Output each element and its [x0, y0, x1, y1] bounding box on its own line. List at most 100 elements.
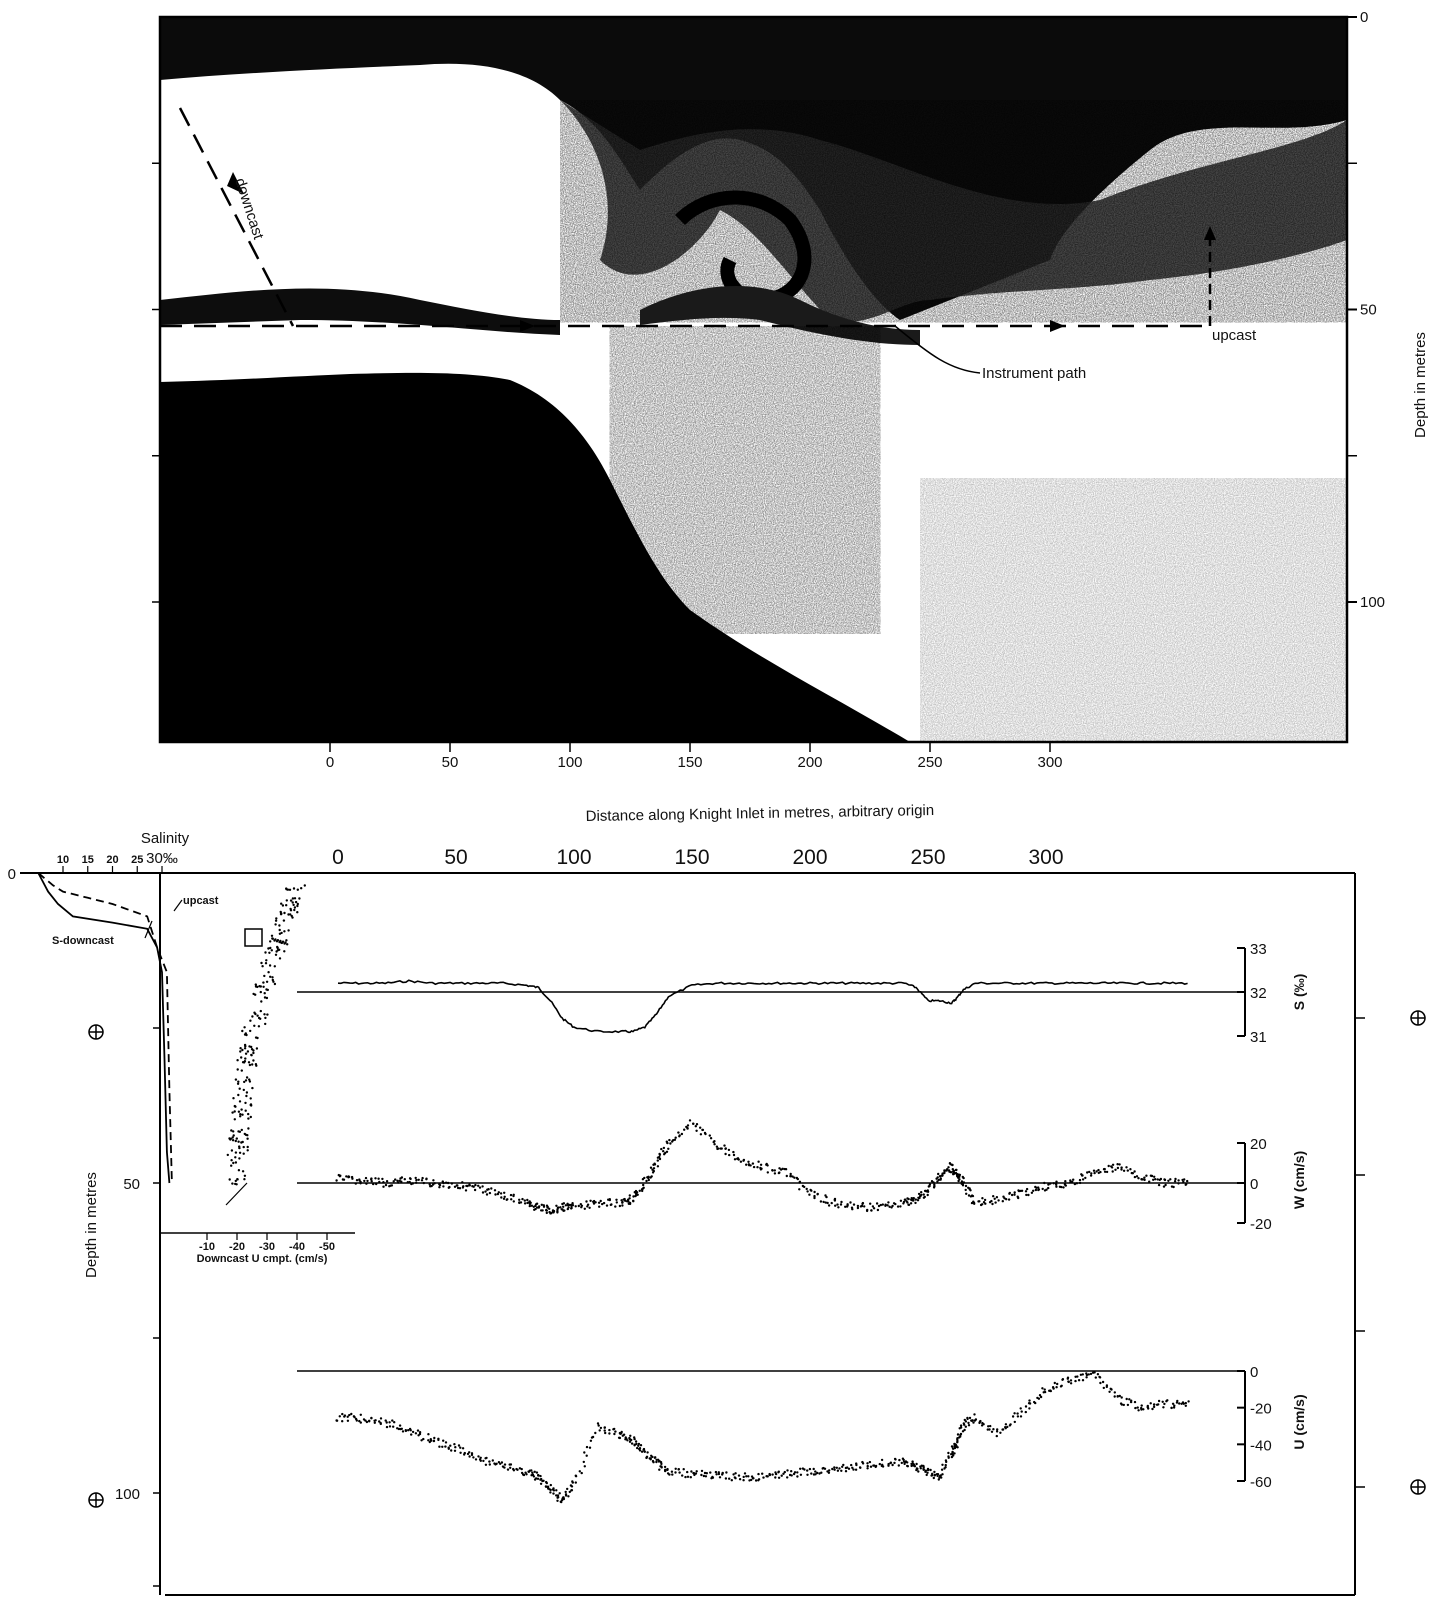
u-profile-point	[261, 965, 264, 968]
data-point	[1118, 1163, 1121, 1166]
data-point	[1113, 1395, 1116, 1398]
data-point	[585, 1200, 588, 1203]
data-point	[930, 1474, 933, 1477]
junction-box	[244, 928, 263, 947]
data-point	[351, 1177, 354, 1180]
data-point	[368, 1419, 371, 1423]
data-point	[620, 1199, 623, 1202]
data-point	[1028, 1399, 1031, 1402]
u-profile-point	[268, 951, 271, 954]
data-point	[896, 1205, 900, 1208]
data-point	[465, 1184, 468, 1188]
data-point	[902, 1458, 905, 1462]
u-profile-point	[231, 1136, 234, 1139]
data-point	[669, 1142, 672, 1145]
data-point	[765, 1475, 768, 1478]
data-point	[530, 1204, 533, 1207]
data-point	[916, 1199, 920, 1202]
data-point	[724, 1477, 728, 1480]
data-point	[377, 1177, 380, 1180]
data-point	[878, 1462, 881, 1466]
u-profile-points	[226, 884, 306, 1186]
data-point	[341, 1420, 344, 1423]
u-profile-point	[273, 965, 276, 968]
data-point	[932, 1476, 935, 1480]
u-profile-point	[286, 888, 290, 891]
data-point	[647, 1176, 650, 1180]
data-point	[932, 1181, 935, 1184]
data-point	[484, 1463, 488, 1467]
data-point	[630, 1438, 633, 1442]
data-point	[1184, 1404, 1188, 1408]
u-profile-point	[249, 1115, 252, 1119]
data-point	[988, 1428, 991, 1431]
data-point	[700, 1469, 704, 1473]
data-point	[586, 1203, 590, 1206]
data-point	[666, 1141, 669, 1145]
u-profile-point	[267, 971, 270, 974]
data-point	[734, 1472, 737, 1475]
data-point	[432, 1179, 435, 1182]
data-point	[793, 1176, 796, 1179]
data-point	[633, 1436, 636, 1439]
data-point	[926, 1193, 929, 1197]
data-point	[732, 1150, 735, 1154]
data-point	[365, 1420, 369, 1424]
data-point	[708, 1134, 711, 1137]
data-point	[656, 1165, 660, 1168]
data-point	[796, 1471, 799, 1474]
w-axis-tick: 20	[1250, 1136, 1267, 1153]
data-point	[1027, 1193, 1030, 1197]
data-point	[743, 1472, 747, 1475]
data-point	[831, 1467, 834, 1471]
data-point	[560, 1499, 564, 1502]
data-point	[497, 1191, 500, 1194]
salinity-profiles	[37, 872, 173, 1184]
data-point	[594, 1431, 597, 1435]
u-profile-point	[252, 1049, 255, 1052]
data-point	[827, 1471, 831, 1475]
data-point	[580, 1471, 583, 1475]
data-point	[541, 1209, 544, 1212]
data-point	[951, 1453, 954, 1456]
data-point	[897, 1464, 900, 1467]
data-point	[759, 1163, 763, 1167]
data-point	[1001, 1200, 1004, 1203]
data-point	[920, 1191, 923, 1194]
data-point	[1152, 1403, 1156, 1406]
data-point	[801, 1467, 805, 1470]
data-point	[518, 1467, 522, 1470]
data-point	[959, 1435, 962, 1438]
data-point	[448, 1185, 451, 1189]
data-point	[479, 1456, 482, 1460]
data-point	[836, 1203, 839, 1206]
u-profile-point	[260, 961, 263, 965]
data-point	[671, 1473, 674, 1476]
data-point	[653, 1162, 656, 1165]
data-point	[591, 1435, 595, 1439]
u-profile-point	[264, 962, 268, 965]
data-point	[1016, 1415, 1020, 1418]
u-profile-point	[248, 1063, 252, 1067]
data-point	[986, 1428, 989, 1431]
echogram-x-tick: 300	[1037, 754, 1062, 771]
u-profile-point	[241, 1170, 245, 1173]
u-profile-point	[243, 1174, 247, 1178]
data-point	[1041, 1187, 1044, 1191]
data-point	[347, 1175, 351, 1179]
data-point	[937, 1172, 940, 1176]
data-point	[1152, 1178, 1155, 1182]
data-point	[633, 1443, 636, 1446]
data-point	[944, 1463, 947, 1467]
data-point	[984, 1202, 987, 1205]
data-point	[694, 1125, 697, 1128]
data-point	[1001, 1428, 1004, 1431]
data-point	[1161, 1400, 1164, 1404]
data-point	[1149, 1402, 1152, 1405]
data-point	[472, 1185, 475, 1188]
data-point	[1043, 1390, 1047, 1394]
data-point	[494, 1193, 497, 1196]
data-point	[583, 1451, 586, 1454]
data-point	[1150, 1174, 1154, 1178]
u-profile-point	[268, 964, 272, 967]
